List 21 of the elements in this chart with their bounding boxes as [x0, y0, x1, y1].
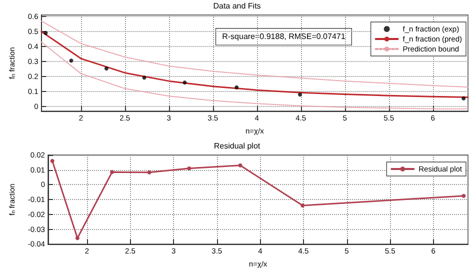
point [44, 31, 48, 36]
point [182, 80, 187, 85]
point [462, 96, 466, 100]
annotation: R-square=0.9188, RMSE=0.07471 [222, 32, 346, 42]
point [104, 66, 108, 70]
point [238, 163, 242, 168]
point [187, 166, 192, 170]
line-series [40, 42, 468, 110]
line-series [40, 20, 468, 88]
point [298, 92, 302, 97]
point [142, 76, 146, 80]
point [69, 58, 74, 63]
chart-title: Residual plot [214, 142, 261, 150]
point [75, 236, 80, 240]
chart-title: Data and Fits [213, 2, 261, 10]
point [147, 170, 152, 174]
point [462, 194, 466, 198]
point [50, 158, 54, 163]
point [234, 85, 239, 90]
point [300, 203, 305, 208]
point [110, 170, 114, 174]
